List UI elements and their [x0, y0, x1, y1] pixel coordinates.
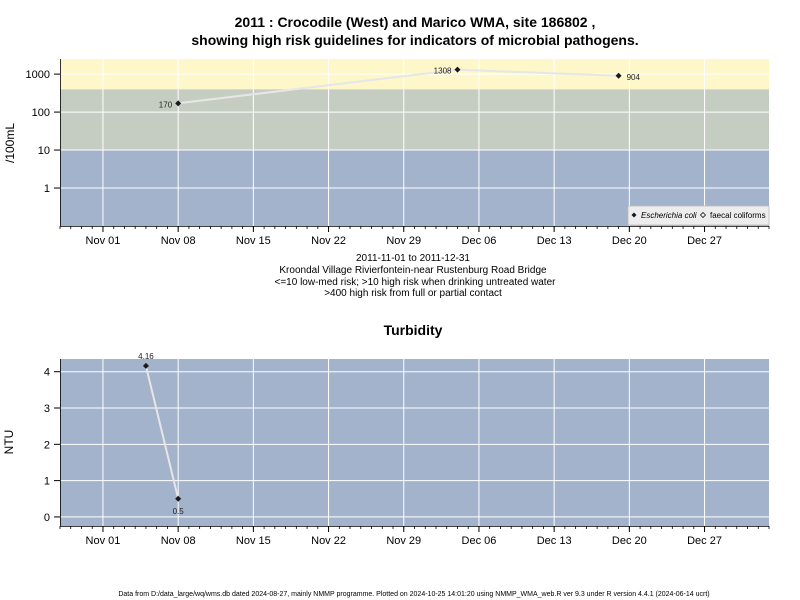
legend-ecoli-label: Escherichia coli [641, 211, 697, 220]
legend: Escherichia coli faecal coliforms [627, 205, 770, 226]
bottom-x-tick-label: Nov 01 [86, 535, 121, 547]
ecoli-point [175, 100, 182, 107]
bottom-y-tick-label: 3 [44, 403, 50, 415]
bottom-x-tick-label: Dec 06 [462, 535, 497, 547]
ecoli-data-label: 1308 [434, 67, 452, 76]
turbidity-point [142, 362, 149, 369]
ecoli-point [454, 66, 461, 73]
top-y-tick-label: 1 [44, 183, 50, 195]
top-y-tick-label: 100 [32, 107, 50, 119]
turbidity-axes: 0 1 2 3 4 Nov 01 Nov 08 Nov 15 Nov 22 Nov 29 Dec 0… [44, 359, 770, 547]
top-x-tick-label: Nov 22 [311, 235, 346, 247]
ecoli-data-label: 904 [627, 73, 641, 82]
legend-faecal-label: faecal coliforms [710, 211, 766, 220]
chart-subtitle: showing high risk guidelines for indicat… [191, 32, 638, 48]
ecoli-series: 170 1308 904 [159, 66, 641, 109]
note-risk-high: >400 high risk from full or partial cont… [324, 288, 502, 299]
top-y-tick-label: 10 [38, 145, 50, 157]
top-axes: 1 10 100 1000 Nov 01 Nov 08 Nov 15 Nov 22 Nov 29… [26, 59, 770, 247]
top-y-axis-label: /100mL [3, 123, 17, 163]
legend-ecoli-marker [631, 212, 637, 218]
legend-box [627, 205, 770, 226]
bottom-y-tick-label: 0 [44, 512, 50, 524]
bottom-x-tick-label: Dec 20 [612, 535, 647, 547]
turbidity-line [144, 365, 180, 500]
note-risk-low: <=10 low-med risk; >10 high risk when dr… [275, 277, 557, 288]
top-x-tick-label: Nov 15 [236, 235, 271, 247]
risk-bands [60, 59, 769, 226]
turbidity-plot-area [60, 359, 769, 526]
risk-band-2 [60, 89, 769, 151]
bottom-y-tick-label: 2 [44, 439, 50, 451]
top-x-tick-label: Nov 29 [386, 235, 421, 247]
bottom-x-tick-label: Nov 15 [236, 535, 271, 547]
chart-title: 2011 : Crocodile (West) and Marico WMA, … [235, 14, 596, 30]
top-x-tick-label: Nov 08 [161, 235, 196, 247]
top-x-tick-label: Dec 06 [462, 235, 497, 247]
turbidity-title: Turbidity [384, 322, 443, 338]
turbidity-series: 4.16 0.5 [138, 352, 184, 516]
turbidity-background [60, 359, 769, 526]
bottom-y-axis-label: NTU [2, 430, 16, 455]
bottom-x-tick-label: Nov 22 [311, 535, 346, 547]
top-x-tick-label: Nov 01 [86, 235, 121, 247]
ecoli-data-label: 170 [159, 100, 173, 109]
turbidity-point [175, 495, 182, 502]
top-grid [60, 59, 769, 226]
turbidity-data-label: 0.5 [173, 507, 185, 516]
top-x-tick-label: Dec 13 [537, 235, 572, 247]
note-date-range: 2011-11-01 to 2011-12-31 [356, 253, 470, 264]
bottom-x-tick-label: Dec 27 [687, 535, 722, 547]
bottom-x-tick-label: Nov 08 [161, 535, 196, 547]
top-x-tick-label: Dec 20 [612, 235, 647, 247]
bottom-y-tick-label: 1 [44, 476, 50, 488]
top-x-tick-label: Dec 27 [687, 235, 722, 247]
top-y-tick-label: 1000 [26, 69, 50, 81]
bottom-x-tick-label: Nov 29 [386, 535, 421, 547]
bottom-y-tick-label: 4 [44, 367, 50, 379]
legend-faecal-marker [699, 211, 707, 219]
note-site: Kroondal Village Rivierfontein-near Rust… [279, 265, 547, 276]
turbidity-data-label: 4.16 [138, 352, 154, 361]
footer-note: Data from D:/data_large/wq/wms.db dated … [118, 591, 709, 598]
bottom-x-tick-label: Dec 13 [537, 535, 572, 547]
ecoli-point [615, 72, 622, 79]
